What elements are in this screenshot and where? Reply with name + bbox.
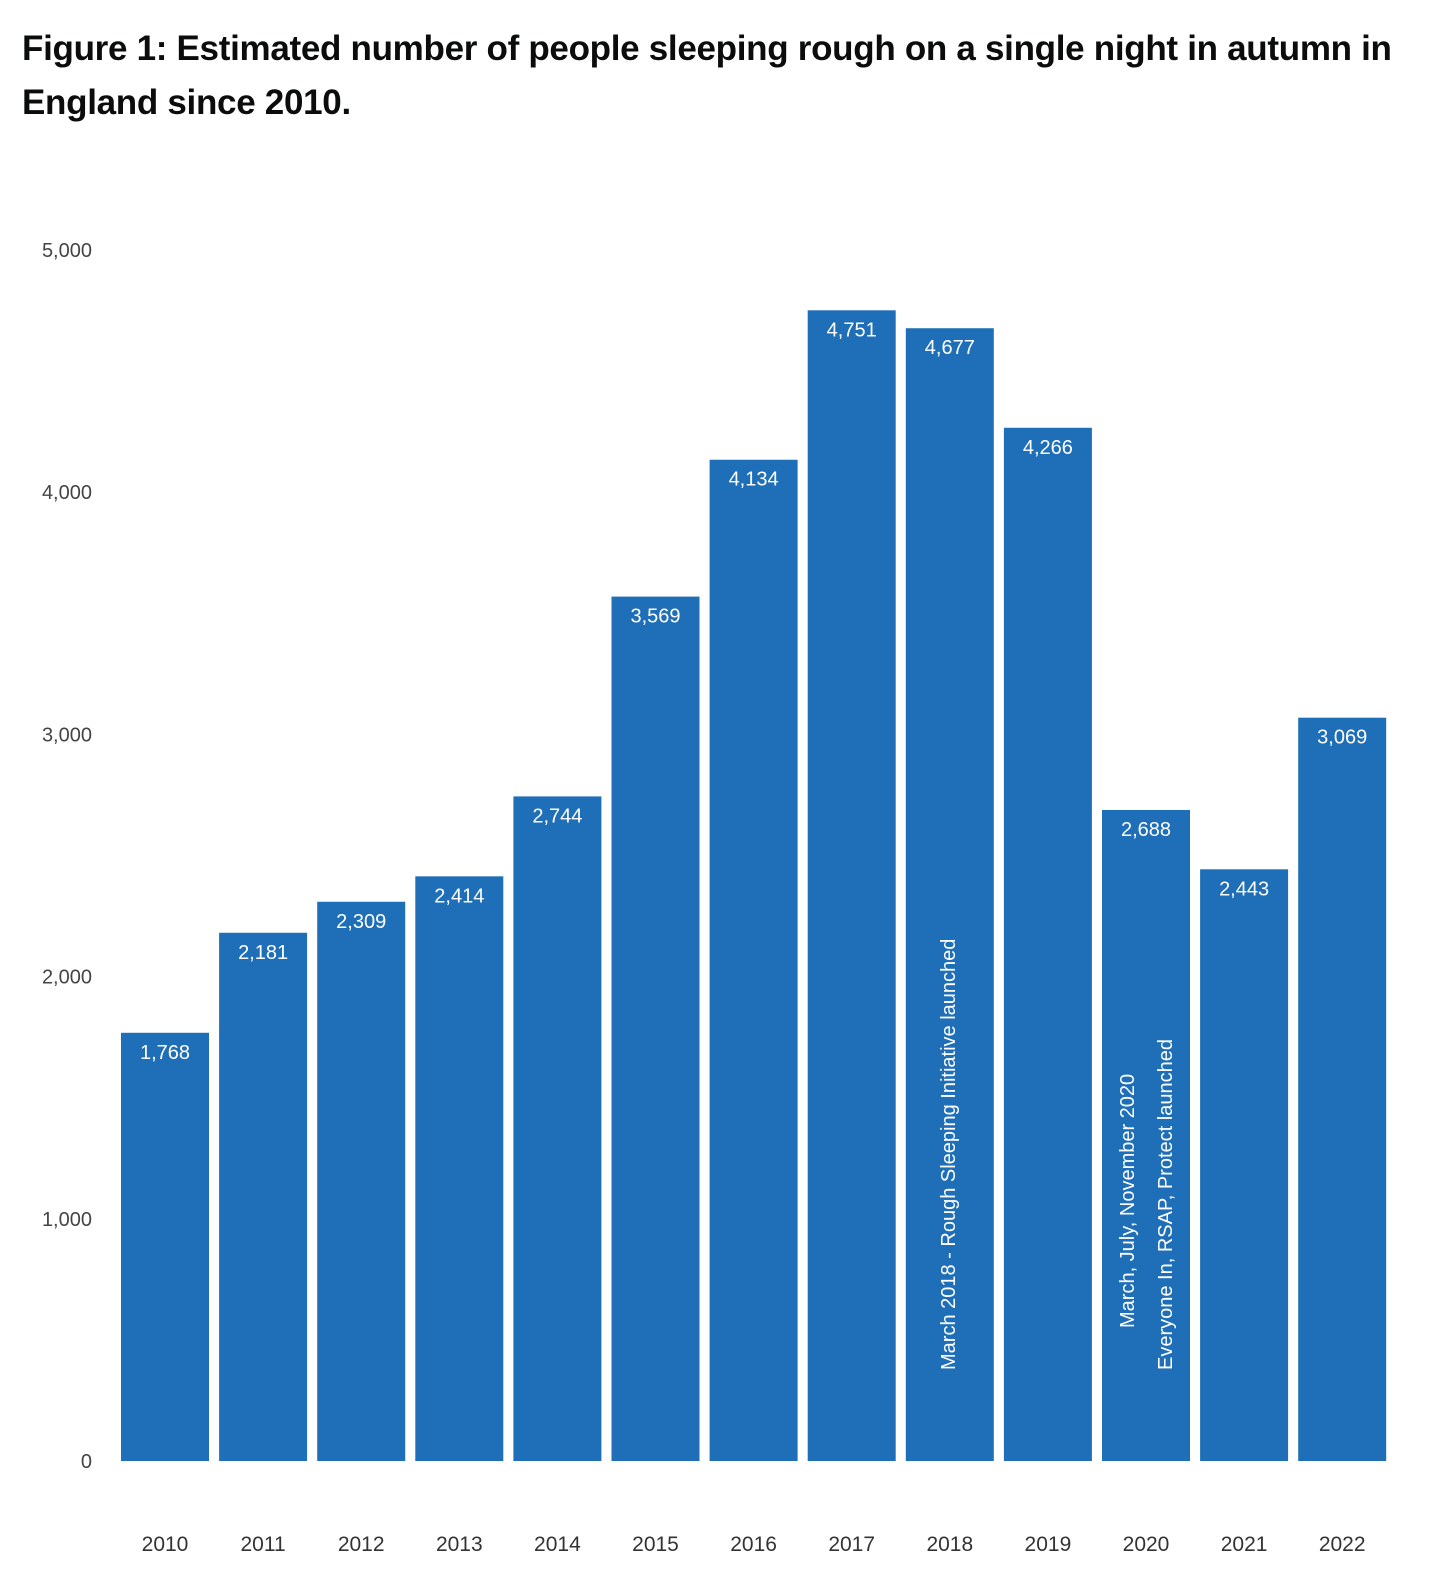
y-tick-label: 2,000 [42,967,92,989]
value-label-2016: 4,134 [729,469,779,491]
bar-2010 [121,1032,209,1461]
x-tick-label-2017: 2017 [828,1533,875,1556]
bar-2020 [1102,809,1190,1461]
x-tick-label-2021: 2021 [1221,1533,1268,1556]
x-tick-label-2013: 2013 [436,1533,483,1556]
y-tick-label: 5,000 [42,240,92,262]
value-labels: 1,768 2,181 2,309 2,414 2,744 3,569 4,134 4,751… [140,319,1367,1063]
x-tick-label-2020: 2020 [1123,1533,1170,1556]
y-axis: 0 1,000 2,000 3,000 4,000 5,000 [42,240,92,1473]
y-tick-label: 1,000 [42,1209,92,1231]
y-tick-label: 0 [81,1451,92,1473]
x-tick-label-2015: 2015 [632,1533,679,1556]
x-tick-label-2022: 2022 [1319,1533,1366,1556]
value-label-2014: 2,744 [532,805,582,827]
y-tick-label: 3,000 [42,724,92,746]
x-tick-label-2018: 2018 [926,1533,973,1556]
x-tick-label-2011: 2011 [241,1533,286,1556]
bar-2022 [1298,717,1387,1461]
bar-2016 [709,459,798,1461]
bar-2021 [1200,869,1289,1461]
annotation-2020-line-2: Everyone In, RSAP, Protect launched [1155,1039,1177,1370]
x-tick-label-2016: 2016 [730,1533,777,1556]
chart-title: Figure 1: Estimated number of people sle… [22,29,1392,122]
annotation-2018-line-1: March 2018 - Rough Sleeping Initiative l… [938,939,960,1370]
bar-2012 [317,901,406,1461]
bar-2019 [1003,427,1092,1462]
y-tick-label: 4,000 [42,482,92,504]
x-tick-label-2010: 2010 [142,1533,189,1556]
value-label-2012: 2,309 [336,911,386,933]
bar-2018 [905,328,994,1461]
value-label-2020: 2,688 [1121,819,1171,841]
x-tick-label-2014: 2014 [534,1533,581,1556]
value-label-2010: 1,768 [140,1042,190,1064]
value-label-2022: 3,069 [1317,727,1367,749]
x-axis: 2010 2011 2012 2013 2014 2015 2016 2017 2018 2019… [142,1533,1366,1556]
bar-2013 [415,876,504,1461]
value-label-2011: 2,181 [238,942,288,964]
value-label-2017: 4,751 [827,319,877,341]
annotations: March 2018 - Rough Sleeping Initiative l… [938,939,1177,1370]
bar-2011 [219,932,308,1461]
bar-2017 [807,310,896,1461]
value-label-2015: 3,569 [630,606,680,628]
bar-2014 [513,796,602,1461]
x-tick-label-2019: 2019 [1025,1533,1072,1556]
value-label-2018: 4,677 [925,337,975,359]
annotation-2020-line-1: March, July, November 2020 [1117,1074,1139,1328]
bars [121,310,1387,1462]
value-label-2013: 2,414 [434,885,484,907]
bar-2015 [611,596,700,1461]
value-label-2021: 2,443 [1219,878,1269,900]
value-label-2019: 4,266 [1023,437,1073,459]
x-tick-label-2012: 2012 [338,1533,385,1556]
